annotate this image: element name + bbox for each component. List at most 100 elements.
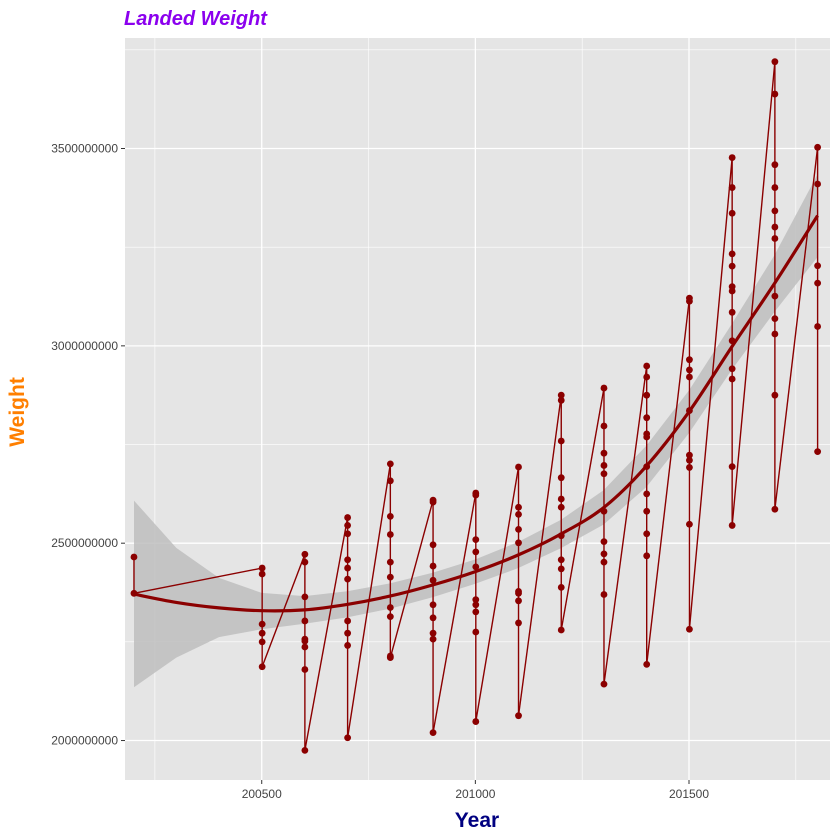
- data-point: [600, 550, 608, 558]
- data-point: [771, 315, 779, 323]
- data-point: [344, 617, 352, 625]
- data-point: [515, 619, 522, 627]
- data-point: [472, 548, 480, 556]
- data-point: [386, 573, 394, 581]
- data-point: [814, 262, 822, 270]
- data-point: [258, 570, 266, 578]
- data-point: [344, 734, 352, 742]
- data-point: [643, 660, 651, 668]
- data-point: [429, 541, 437, 549]
- data-point: [771, 184, 779, 191]
- series-line-segment: [517, 395, 562, 716]
- data-point: [728, 308, 736, 316]
- series-line-segment: [774, 147, 819, 510]
- data-point: [686, 464, 693, 471]
- data-point: [301, 593, 309, 601]
- data-point: [814, 279, 822, 287]
- data-point: [643, 507, 651, 515]
- series-line-segment: [731, 61, 776, 526]
- data-point: [728, 365, 736, 373]
- data-point: [429, 601, 437, 609]
- data-point: [515, 589, 522, 597]
- data-point: [600, 591, 608, 598]
- data-point: [386, 512, 394, 520]
- data-point: [472, 563, 480, 571]
- data-point: [344, 556, 352, 564]
- data-point: [771, 207, 779, 215]
- x-tick-label: 200500: [242, 787, 282, 801]
- data-point: [728, 375, 736, 383]
- data-point: [686, 520, 693, 528]
- data-point: [600, 449, 608, 457]
- data-point: [301, 746, 309, 754]
- y-tick-label: 2000000000: [51, 734, 118, 748]
- x-axis: 200500 201000 201500: [242, 780, 709, 801]
- data-point: [771, 391, 779, 399]
- data-point: [344, 522, 352, 529]
- data-point: [515, 463, 522, 471]
- series-line-segment: [560, 387, 605, 631]
- data-point: [472, 718, 480, 725]
- data-point: [600, 462, 608, 469]
- data-point: [600, 470, 608, 478]
- data-point: [515, 510, 522, 518]
- data-point: [643, 490, 651, 498]
- data-point: [344, 629, 352, 637]
- data-point: [386, 477, 394, 485]
- data-point: [771, 58, 779, 66]
- data-point: [344, 575, 352, 583]
- series-points: [130, 58, 822, 754]
- data-point: [557, 565, 565, 573]
- data-point: [557, 626, 565, 634]
- series-line-segment: [603, 365, 648, 685]
- data-point: [258, 663, 266, 671]
- data-point: [386, 604, 394, 611]
- smooth-trend-line: [133, 214, 819, 613]
- series-line-segment: [133, 567, 263, 595]
- y-tick-label: 3500000000: [51, 142, 118, 156]
- data-point: [258, 620, 266, 628]
- data-point: [301, 643, 309, 651]
- data-point: [686, 456, 693, 464]
- data-point: [557, 474, 565, 482]
- data-point: [771, 505, 779, 513]
- series-line-segment: [389, 499, 434, 658]
- grid-minor: [125, 38, 830, 780]
- data-point: [600, 558, 608, 566]
- x-tick-label: 201500: [669, 787, 709, 801]
- data-point: [643, 530, 651, 538]
- data-point: [472, 596, 480, 604]
- data-point: [557, 437, 565, 445]
- series-line-segment: [475, 466, 520, 722]
- data-point: [301, 550, 309, 558]
- data-point: [258, 638, 266, 646]
- data-point: [557, 391, 565, 399]
- data-point: [301, 637, 309, 645]
- data-point: [130, 553, 138, 561]
- y-tick-label: 2500000000: [51, 536, 118, 550]
- data-point: [429, 614, 437, 622]
- data-point: [258, 629, 266, 637]
- plot-panel: [125, 38, 830, 780]
- data-point: [515, 503, 522, 511]
- data-point: [728, 522, 736, 529]
- data-point: [472, 628, 480, 636]
- data-point: [728, 184, 736, 191]
- data-point: [686, 297, 693, 305]
- data-point: [771, 330, 779, 338]
- data-point: [515, 525, 522, 533]
- data-point: [472, 608, 480, 616]
- data-point: [728, 262, 736, 270]
- data-point: [686, 356, 693, 364]
- data-point: [344, 642, 352, 649]
- data-point: [728, 154, 736, 161]
- data-point: [643, 391, 651, 399]
- data-point: [686, 373, 693, 381]
- data-point: [429, 629, 437, 637]
- data-point: [557, 583, 565, 591]
- data-point: [472, 536, 480, 544]
- data-point: [728, 463, 736, 471]
- data-point: [643, 552, 651, 560]
- data-point: [386, 558, 394, 566]
